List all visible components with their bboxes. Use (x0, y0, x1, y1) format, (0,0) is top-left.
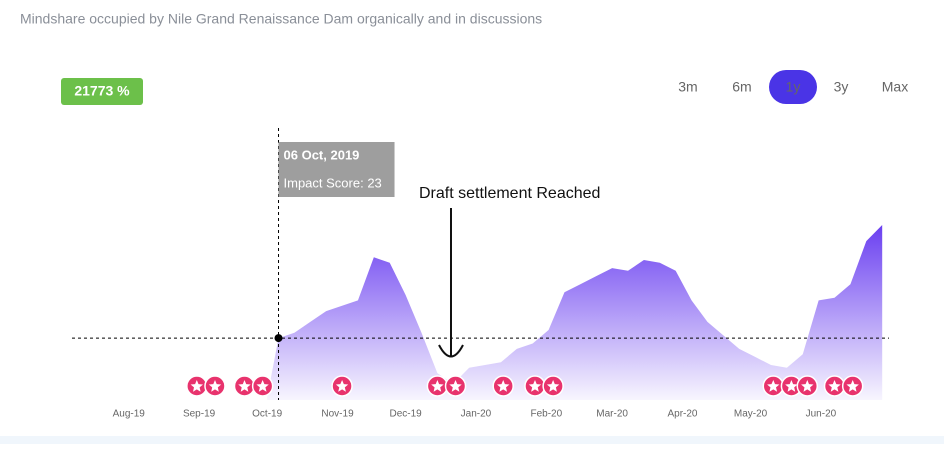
event-star (431, 380, 444, 392)
event-star (828, 380, 841, 392)
event-star (801, 380, 814, 392)
event-star (335, 380, 349, 392)
x-tick-label: Jun-20 (806, 409, 837, 420)
event-star (256, 380, 269, 392)
event-star (238, 380, 251, 392)
annotation-arrowhead (438, 344, 464, 358)
event-star (497, 380, 510, 392)
badge-bg (61, 78, 143, 105)
subtitle: Mindshare occupied by Nile Grand Renaiss… (20, 11, 542, 27)
crosshair-dot (274, 334, 283, 343)
range-button[interactable]: 1y (786, 79, 801, 95)
x-tick-label: Apr-20 (667, 409, 697, 420)
event-star (449, 380, 462, 392)
x-tick-label: Dec-19 (389, 409, 422, 420)
event-star (767, 380, 780, 392)
x-tick-label: Aug-19 (113, 409, 146, 420)
range-button[interactable]: 3y (834, 79, 849, 95)
x-tick-label: Nov-19 (321, 409, 354, 420)
event-star (208, 380, 222, 392)
x-tick-label: Feb-20 (530, 409, 562, 420)
range-button[interactable]: 3m (678, 79, 697, 95)
area (267, 225, 883, 400)
tooltip-score: Impact Score: 23 (284, 175, 382, 190)
x-tick-label: Oct-19 (252, 409, 282, 420)
x-tick-label: Sep-19 (183, 409, 216, 420)
range-button-active[interactable] (769, 70, 817, 104)
x-tick-label: May-20 (734, 409, 768, 420)
x-tick-label: Mar-20 (596, 409, 628, 420)
event-star (528, 380, 542, 392)
event-star (546, 380, 560, 392)
range-button[interactable]: 6m (732, 79, 751, 95)
event-star (785, 380, 798, 392)
range-button[interactable]: Max (882, 79, 908, 95)
badge: 21773 % (74, 83, 130, 99)
tooltip-date: 06 Oct, 2019 (284, 147, 360, 162)
tooltip-bg (278, 142, 395, 197)
event-star (190, 380, 203, 392)
event-star (846, 380, 859, 392)
footer-strip (0, 436, 944, 444)
annotation: Draft settlement Reached (419, 185, 600, 202)
x-tick-label: Jan-20 (461, 409, 492, 420)
